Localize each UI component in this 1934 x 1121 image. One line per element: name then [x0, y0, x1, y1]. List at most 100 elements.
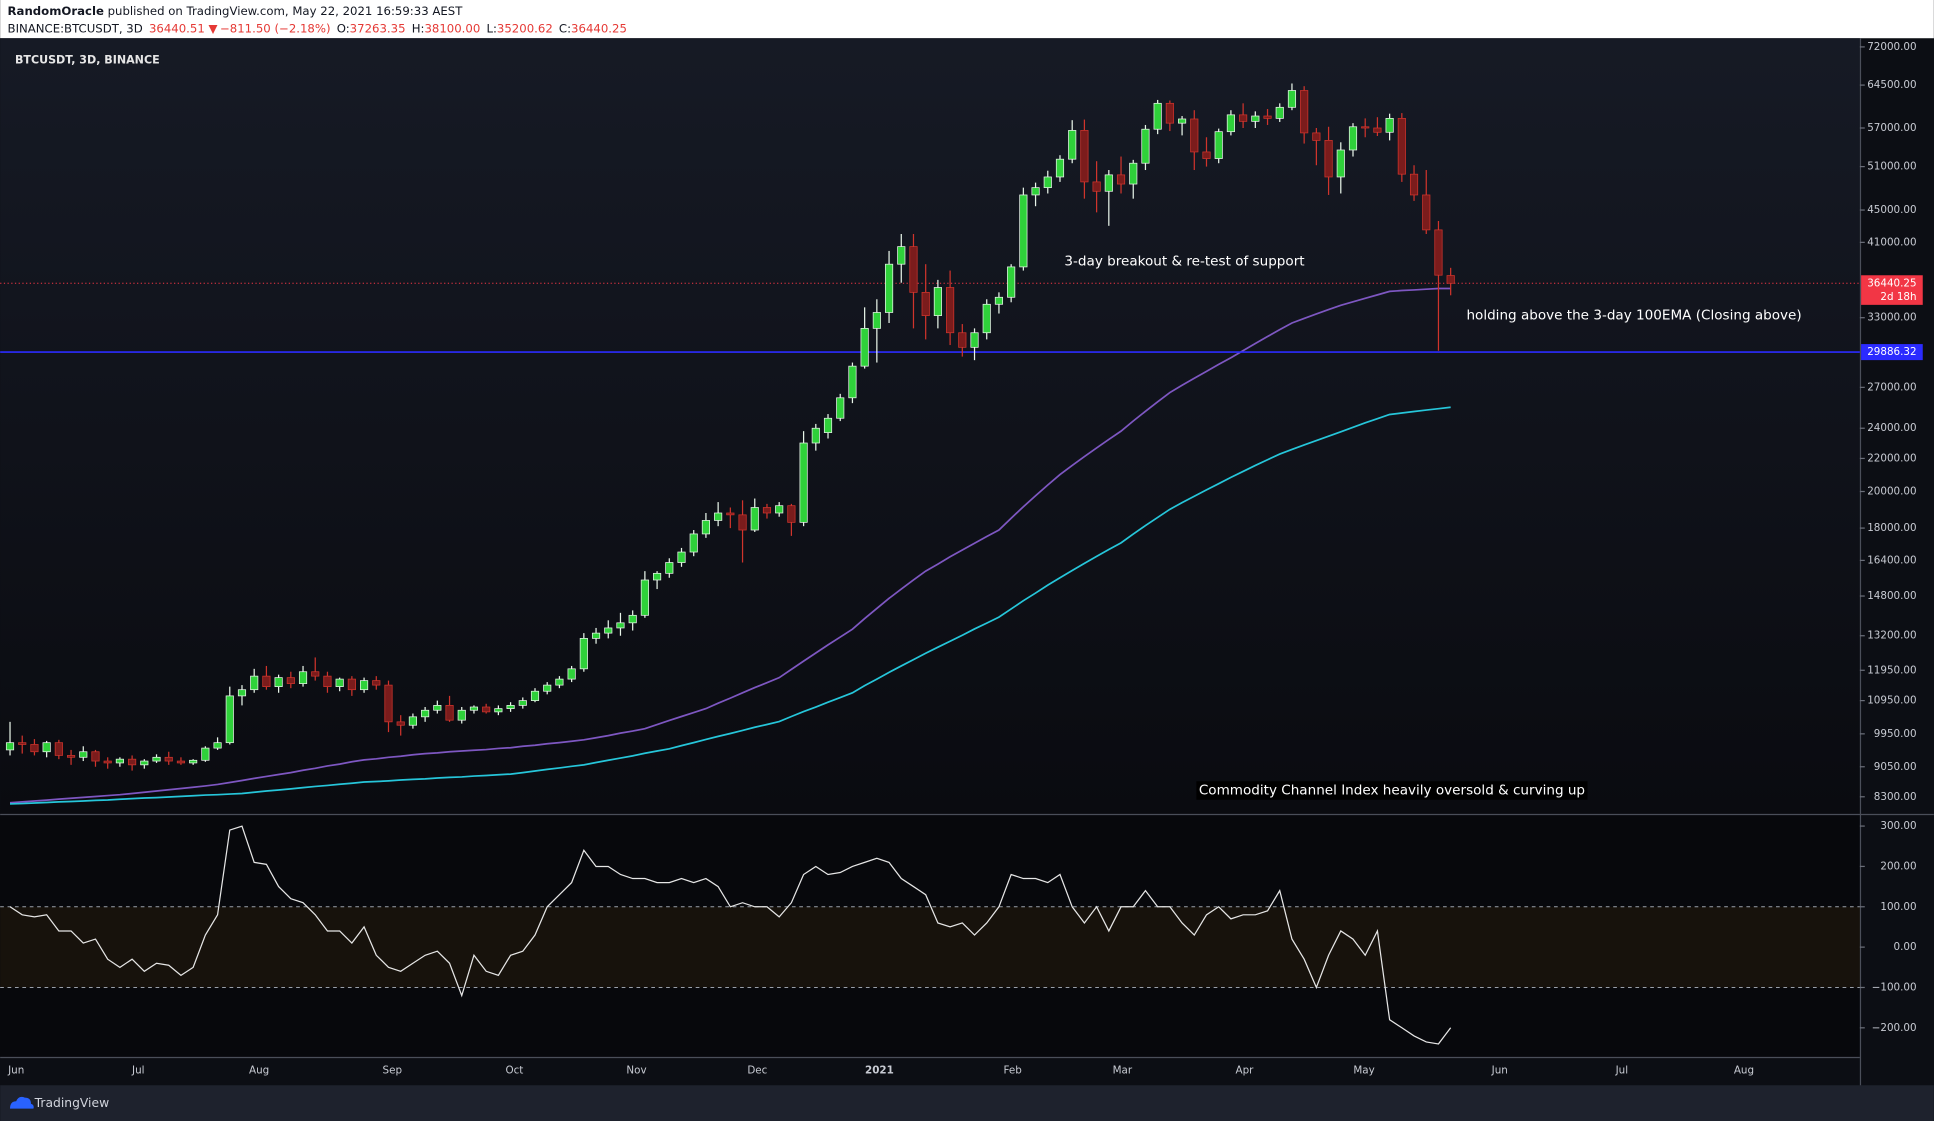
candle-body	[787, 505, 796, 523]
candle-body	[799, 442, 808, 523]
candle-body	[714, 512, 723, 521]
y-tick-label: 33000.00	[1867, 312, 1916, 324]
ema-line	[9, 287, 1451, 804]
candle-body	[1068, 130, 1077, 160]
candle-body	[762, 507, 772, 514]
y-tick-label: 64500.00	[1867, 79, 1916, 91]
candle-body	[1031, 187, 1040, 196]
candle-body	[1092, 181, 1101, 192]
author: RandomOracle	[8, 4, 104, 18]
annotation-bg	[1196, 781, 1588, 800]
candle-body	[1422, 194, 1431, 231]
logo	[10, 1096, 34, 1109]
x-tick-label: Oct	[505, 1064, 523, 1076]
y-tick-label: 51000.00	[1867, 161, 1916, 173]
x-tick-label: 2021	[865, 1064, 894, 1076]
candle-body	[213, 742, 222, 749]
candle-body	[567, 668, 576, 680]
ohlc-value: 37263.35	[350, 21, 406, 35]
candle-body	[836, 397, 845, 419]
candle-body	[311, 671, 320, 677]
candle-body	[1434, 229, 1443, 276]
candle-body	[1300, 90, 1309, 134]
candle-body	[225, 695, 234, 744]
candle-body	[262, 675, 271, 687]
candle-body	[860, 328, 869, 367]
x-tick-label: Apr	[1236, 1064, 1255, 1076]
candle-body	[5, 742, 15, 751]
x-tick-label: Aug	[249, 1064, 269, 1076]
candle-body	[1055, 158, 1065, 178]
candle-body	[347, 678, 356, 691]
candle-body	[1104, 174, 1113, 192]
candle-body	[1202, 151, 1211, 159]
candle-body	[616, 622, 625, 629]
candle-body	[189, 759, 198, 764]
candle-body	[591, 632, 601, 639]
candle-body	[958, 332, 967, 348]
y-tick-label: 24000.00	[1867, 422, 1916, 434]
candle-body	[433, 705, 442, 711]
published: published on TradingView.com, May 22, 20…	[108, 4, 464, 18]
candle-body	[482, 706, 491, 713]
x-tick-label: Feb	[1003, 1064, 1021, 1076]
annotation: holding above the 3-day 100EMA (Closing …	[1466, 308, 1801, 324]
candle-body	[140, 760, 149, 766]
price-label-box	[1861, 275, 1923, 305]
price-label: 36440.25	[1867, 277, 1916, 289]
candle-body	[91, 751, 100, 762]
candle-body	[994, 296, 1004, 305]
candle-body	[103, 760, 112, 764]
ohlc-value: 36440.25	[571, 21, 627, 35]
candle-body	[274, 677, 283, 687]
annotation: Commodity Channel Index heavily oversold…	[1199, 782, 1585, 798]
footer-bar	[0, 1085, 1934, 1121]
candle-body	[469, 706, 479, 711]
candle-body	[372, 680, 381, 686]
candle-body	[884, 263, 894, 313]
y-tick-label: 72000.00	[1867, 41, 1916, 53]
candle-body	[1361, 126, 1370, 129]
y-tick-label: 13200.00	[1867, 630, 1916, 642]
candle-body	[506, 705, 515, 709]
candle-body	[1287, 90, 1297, 108]
cci-pane	[0, 815, 1860, 1057]
y-tick-label: −200.00	[1872, 1022, 1917, 1034]
candle-body	[1385, 118, 1394, 133]
candle-body	[1251, 115, 1260, 122]
candle-body	[1397, 118, 1406, 175]
candle-body	[872, 312, 881, 329]
change: −811.50 (−2.18%)	[220, 21, 331, 35]
candle-body	[30, 744, 39, 753]
y-tick-label: 27000.00	[1867, 381, 1916, 393]
candle-body	[250, 675, 259, 691]
y-tick-label: 300.00	[1880, 820, 1916, 832]
candle-body	[1178, 118, 1187, 124]
candle-body	[1129, 162, 1138, 185]
candle-body	[1043, 176, 1052, 189]
y-tick-label: −100.00	[1872, 981, 1917, 993]
y-tick-label: 16400.00	[1867, 554, 1916, 566]
candle-body	[421, 709, 430, 718]
candle-body	[1373, 127, 1382, 133]
candle-body	[298, 671, 308, 684]
candle-body	[115, 758, 124, 764]
candle-body	[66, 755, 76, 758]
y-tick-label: 8300.00	[1874, 791, 1917, 803]
candle-body	[579, 638, 588, 670]
ohlc-key: C:	[559, 21, 571, 35]
candle-body	[933, 287, 942, 316]
candle-body	[726, 512, 735, 516]
y-tick-label: 10950.00	[1867, 695, 1916, 707]
y-tick-label: 20000.00	[1867, 486, 1916, 498]
y-tick-label: 57000.00	[1867, 122, 1916, 134]
candle-body	[79, 751, 88, 758]
candle-body	[909, 246, 918, 293]
candle-body	[775, 505, 784, 514]
published-line: RandomOracle published on TradingView.com…	[8, 4, 464, 18]
chart-title: BTCUSDT, 3D, BINANCE	[15, 53, 160, 66]
candle-body	[823, 417, 833, 433]
y-tick-label: 45000.00	[1867, 204, 1916, 216]
y-tick-label: 9050.00	[1874, 761, 1917, 773]
ohlc-value: 35200.62	[497, 21, 553, 35]
